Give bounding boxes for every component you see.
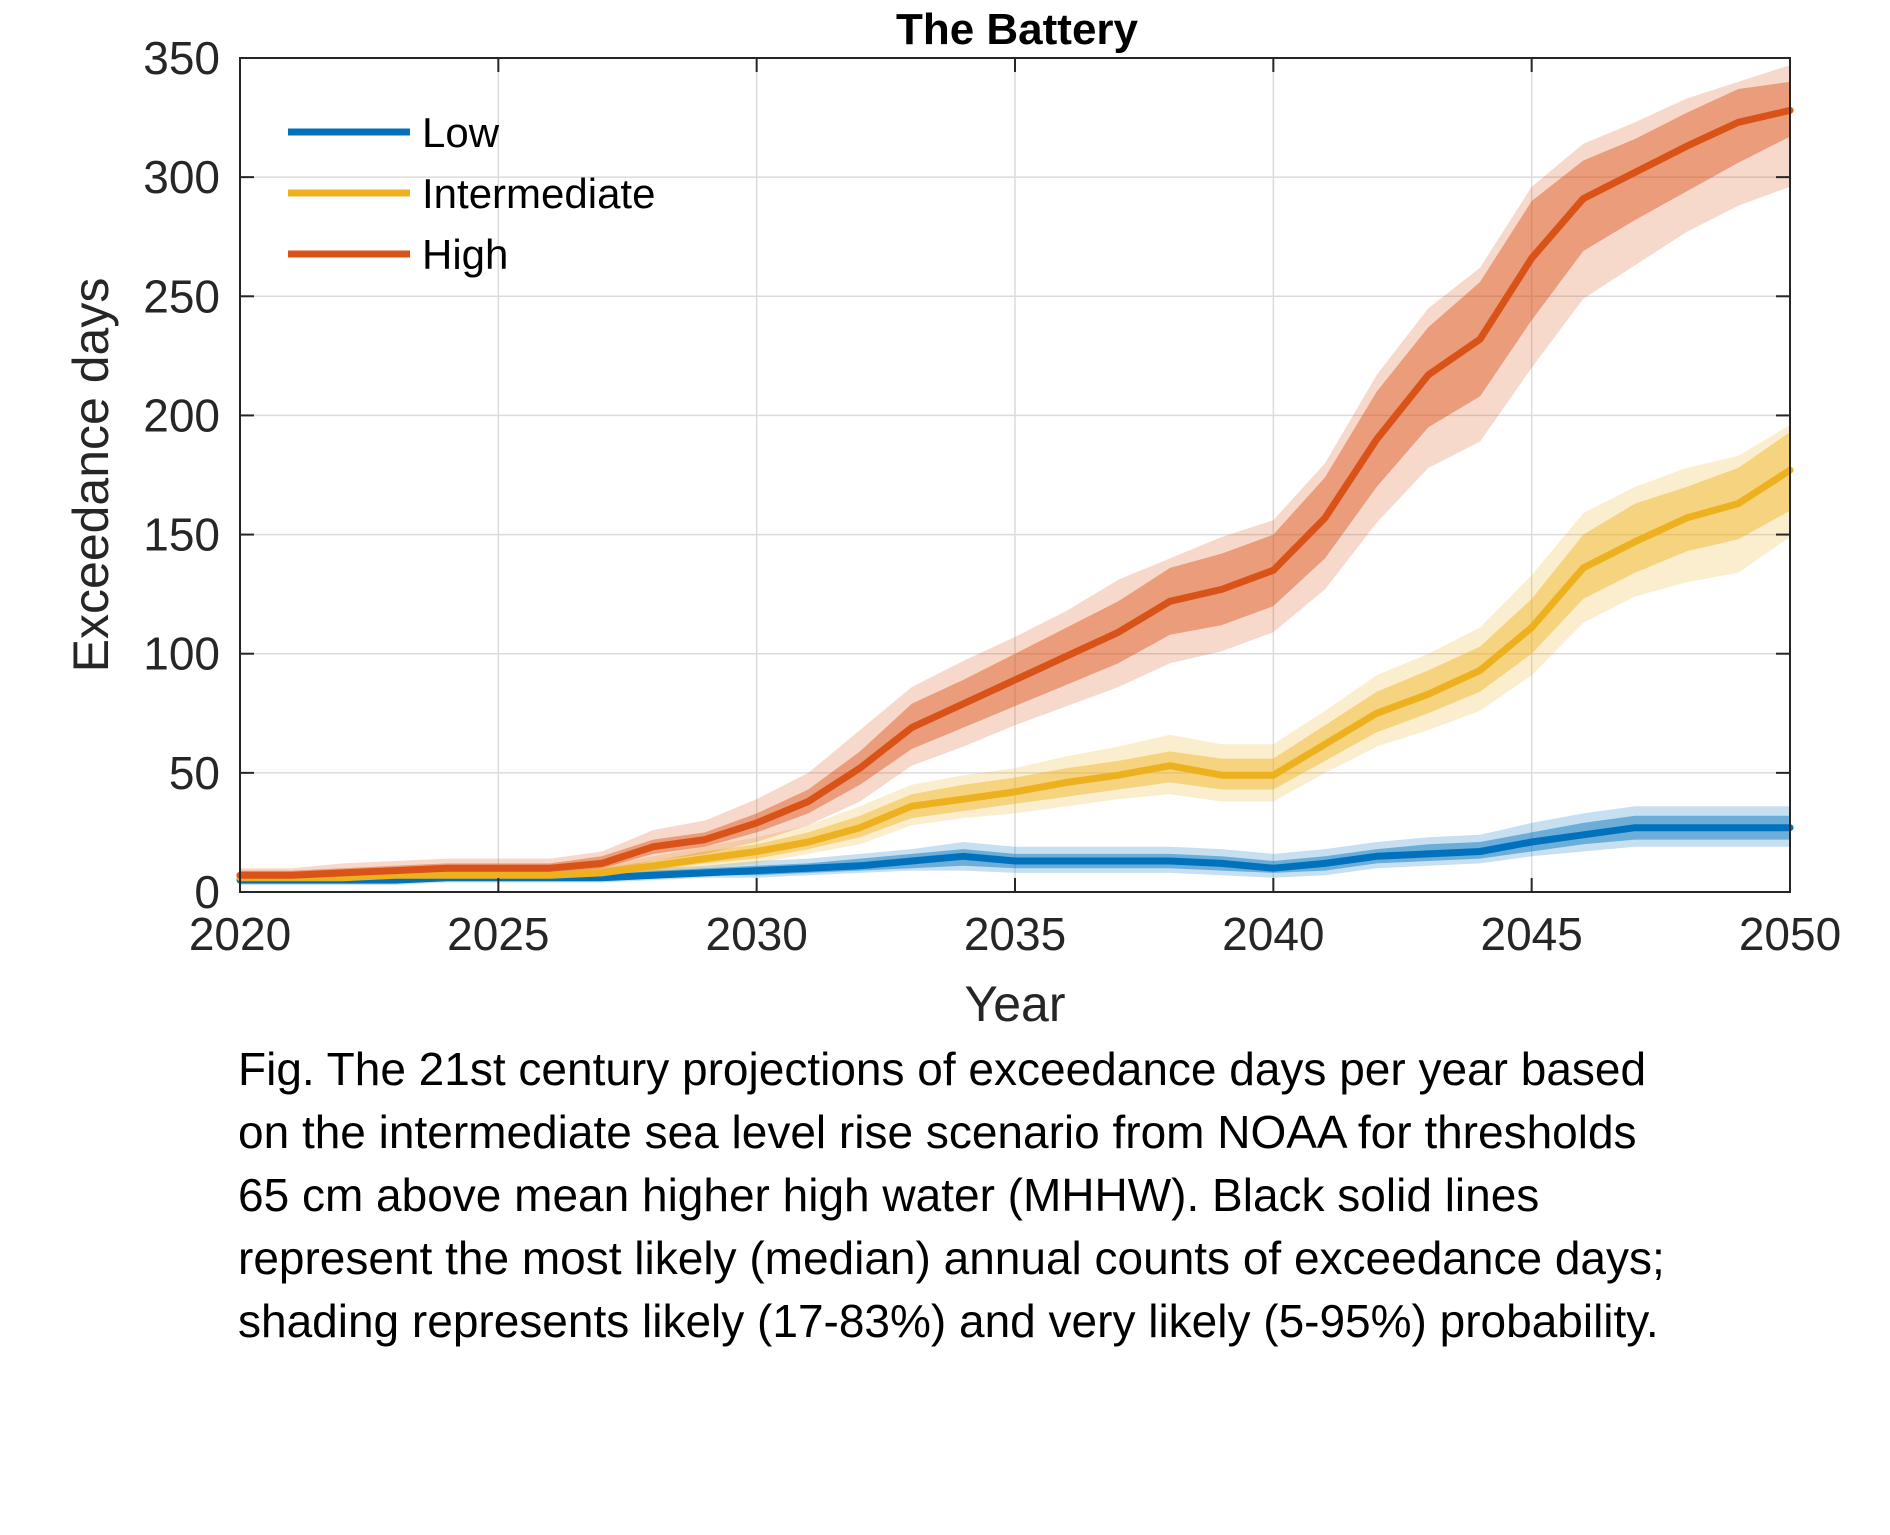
caption-line: represent the most likely (median) annua… bbox=[238, 1232, 1665, 1284]
x-tick-label: 2050 bbox=[1739, 908, 1841, 960]
x-tick-label: 2035 bbox=[964, 908, 1066, 960]
x-tick-labels: 2020 2025 2030 2035 2040 2045 2050 bbox=[189, 908, 1841, 960]
legend-label: High bbox=[422, 231, 508, 278]
chart-title: The Battery bbox=[896, 5, 1139, 54]
x-axis-label: Year bbox=[964, 976, 1065, 1030]
y-axis-label: Exceedance days bbox=[63, 278, 119, 673]
series-line-intermediate bbox=[236, 466, 1794, 882]
band-likely-high bbox=[240, 81, 1790, 878]
chart: The Battery 2020 2025 2030 2035 2040 2045 2050… bbox=[63, 5, 1841, 1030]
legend-label: Low bbox=[422, 109, 500, 156]
legend: Low Intermediate High bbox=[288, 109, 655, 278]
x-tick-label: 2030 bbox=[705, 908, 807, 960]
y-tick-label: 0 bbox=[194, 866, 220, 918]
caption-line: Fig. The 21st century projections of exc… bbox=[238, 1043, 1647, 1095]
legend-label: Intermediate bbox=[422, 170, 655, 217]
band-very-likely-high bbox=[240, 65, 1790, 881]
band-very-likely-low bbox=[240, 806, 1790, 885]
y-tick-label: 100 bbox=[143, 628, 220, 680]
y-tick-label: 250 bbox=[143, 270, 220, 322]
x-tick-label: 2025 bbox=[447, 908, 549, 960]
x-tick-label: 2020 bbox=[189, 908, 291, 960]
caption-line: 65 cm above mean higher high water (MHHW… bbox=[238, 1169, 1540, 1221]
series-line-high bbox=[236, 106, 1794, 879]
x-tick-label: 2045 bbox=[1480, 908, 1582, 960]
caption-line: shading represents likely (17‑83%) and v… bbox=[238, 1295, 1659, 1347]
caption-line: on the intermediate sea level rise scena… bbox=[238, 1106, 1637, 1158]
series-lines bbox=[236, 106, 1794, 884]
x-tick-label: 2040 bbox=[1222, 908, 1324, 960]
y-tick-label: 350 bbox=[143, 32, 220, 84]
y-tick-label: 150 bbox=[143, 509, 220, 561]
y-tick-label: 200 bbox=[143, 389, 220, 441]
y-tick-label: 50 bbox=[169, 747, 220, 799]
figure-caption: Fig. The 21st century projections of exc… bbox=[238, 1038, 1878, 1353]
y-tick-labels: 0 50 100 150 200 250 300 350 bbox=[143, 32, 220, 918]
y-tick-label: 300 bbox=[143, 151, 220, 203]
tick-marks bbox=[239, 57, 1791, 893]
